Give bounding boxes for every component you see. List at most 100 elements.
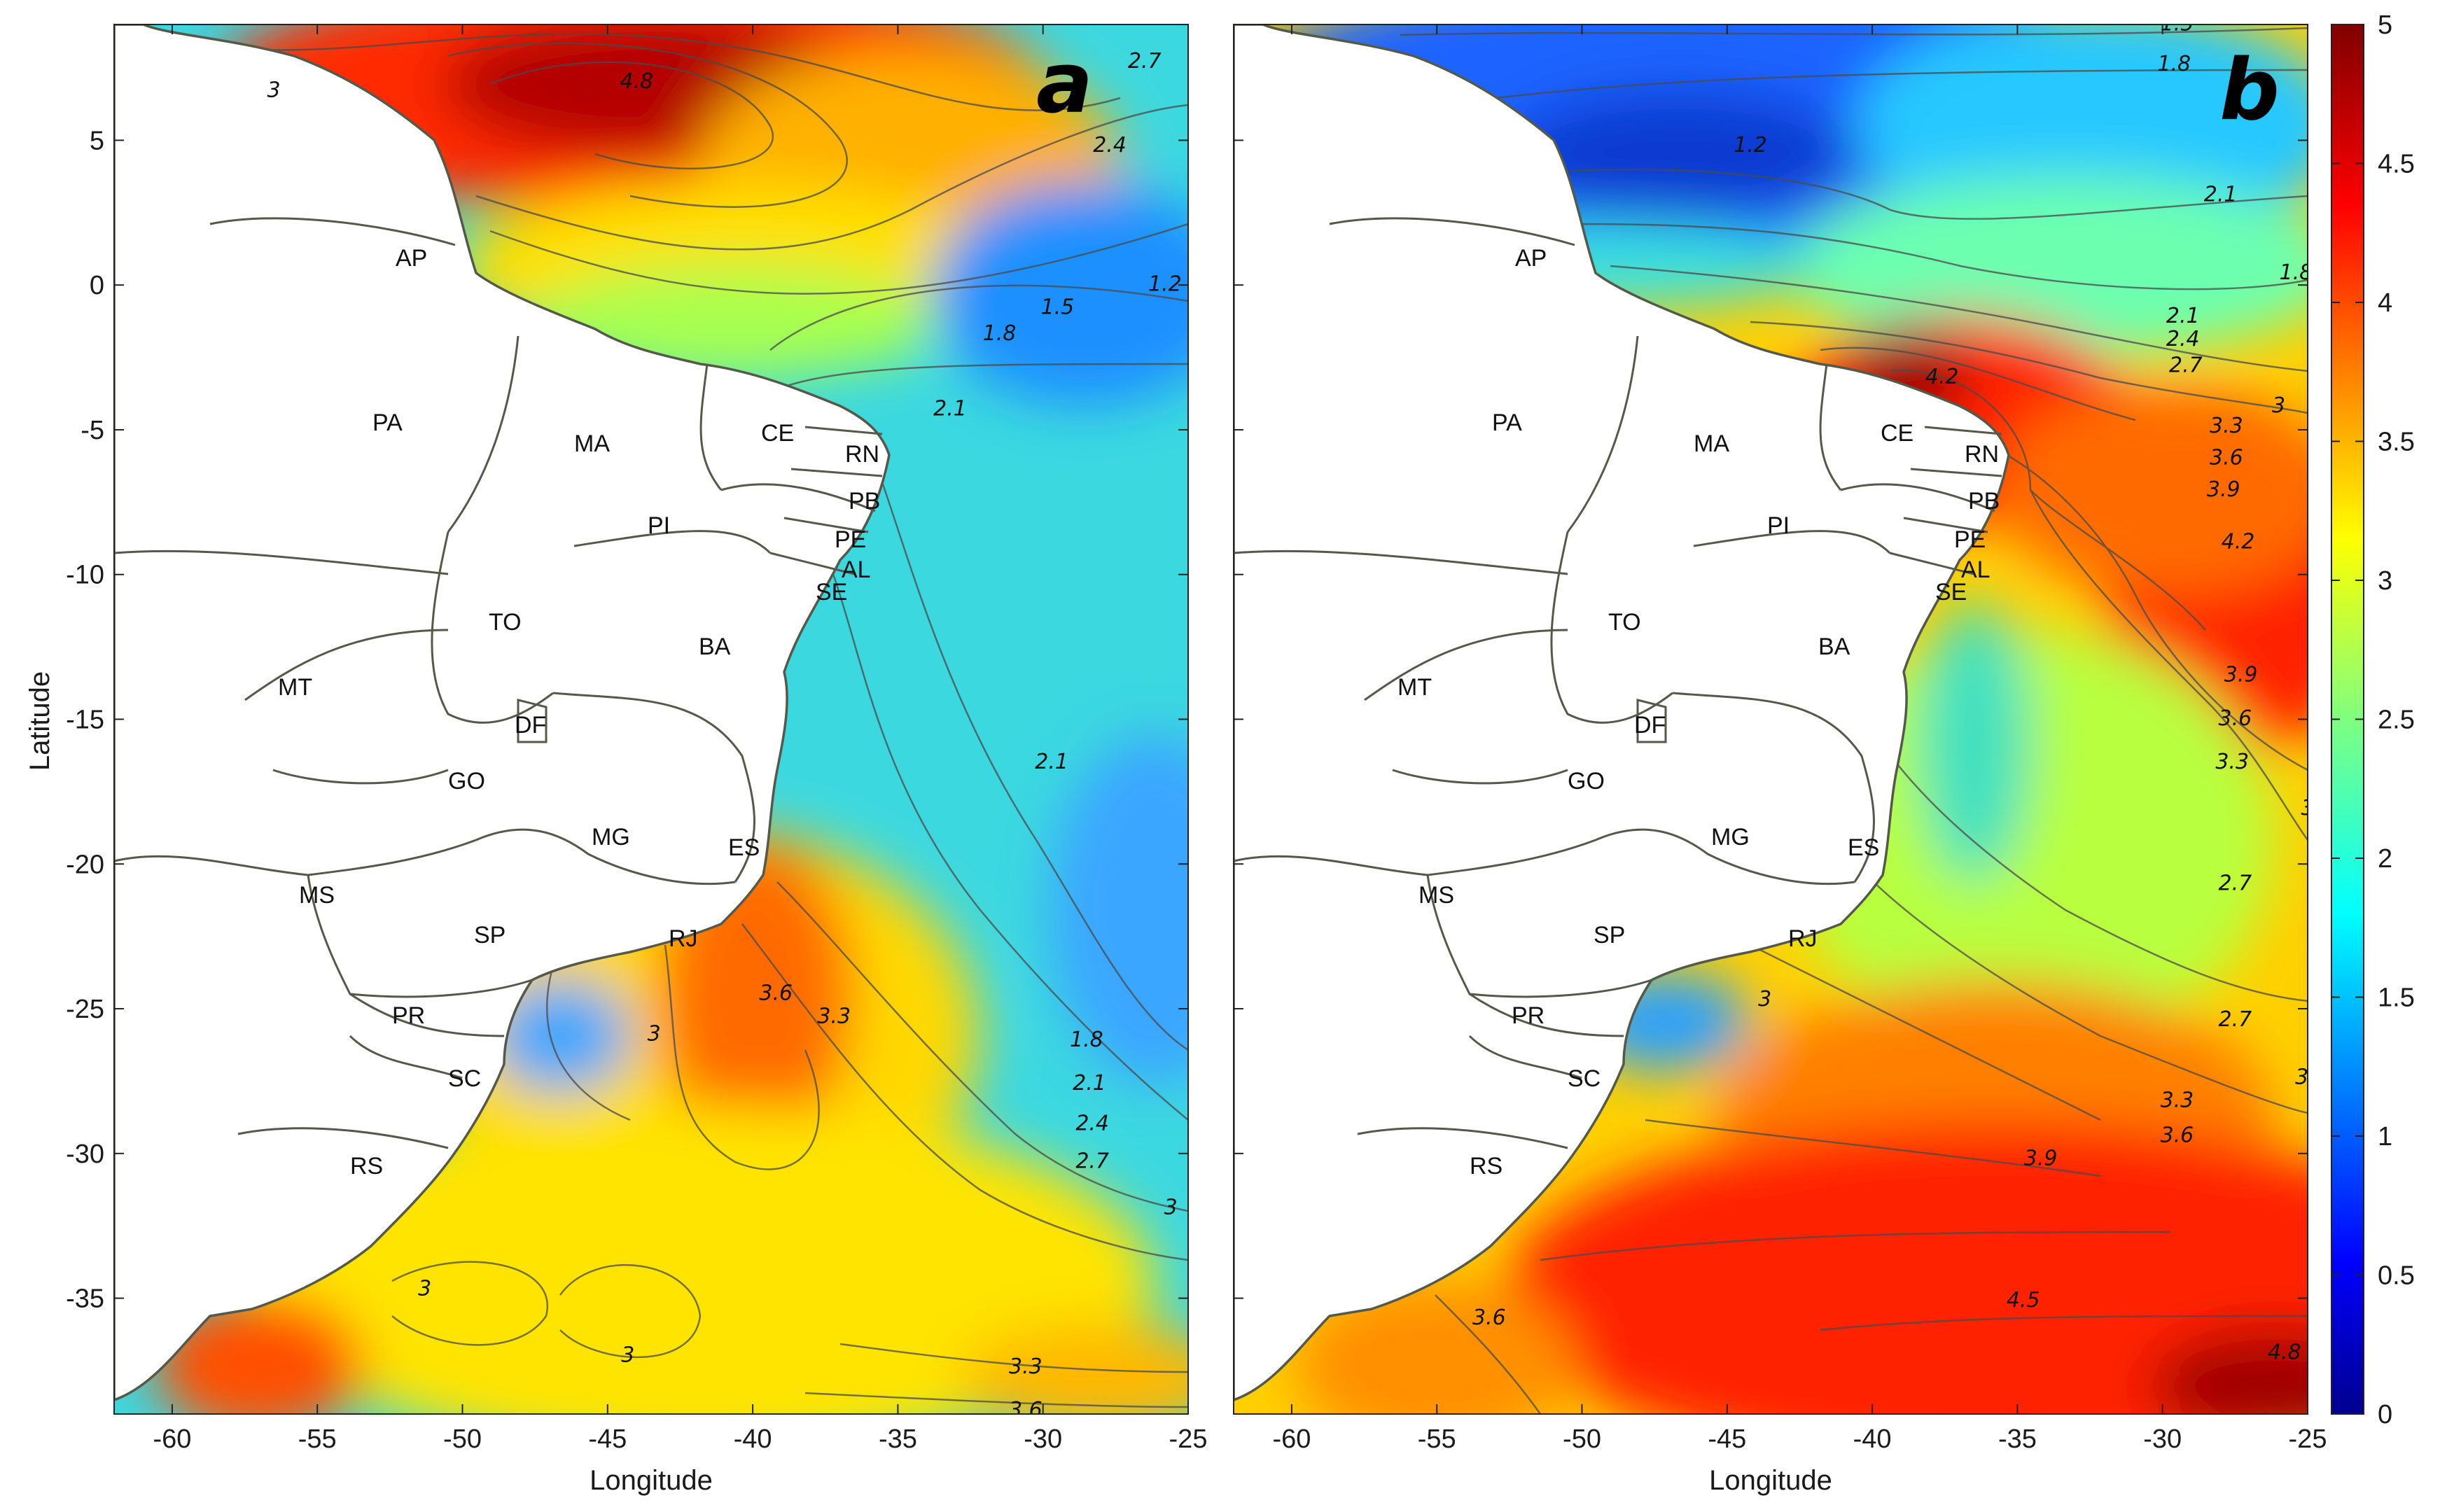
y-tick-label: -35	[66, 1284, 104, 1314]
contour-label: 3.6	[2161, 1123, 2194, 1147]
x-tick-label: -30	[2143, 1424, 2182, 1454]
x-tick-label: -40	[734, 1424, 772, 1454]
state-label: AP	[1515, 245, 1547, 272]
x-tick-label: -60	[1272, 1424, 1311, 1454]
colorbar-tick-label: 0.5	[2378, 1261, 2415, 1291]
x-tick-label: -45	[1708, 1424, 1746, 1454]
contour-label: 3.9	[2024, 1146, 2058, 1170]
state-label: MT	[1397, 674, 1432, 701]
state-label: RJ	[669, 925, 698, 952]
contour-label: 2.1	[1073, 1071, 1106, 1096]
state-label: AL	[842, 556, 871, 583]
panel-a-letter: a	[1036, 35, 1093, 132]
state-label: PR	[392, 1002, 425, 1029]
contour-label: 3.6	[2210, 446, 2243, 470]
panel-a-map: AP PA MA CE RN PB PI PE AL SE TO BA MT D…	[66, 24, 1207, 1496]
contour-label: 3.3	[2161, 1088, 2194, 1113]
contour-label: 2.7	[2218, 871, 2252, 895]
contour-label: 3.6	[1009, 1398, 1043, 1422]
state-label: PI	[648, 512, 670, 539]
state-label: PA	[1492, 410, 1522, 436]
contour-label: 1.8	[983, 321, 1017, 346]
state-label: SP	[1594, 922, 1625, 948]
colorbar: 5 4.5 4 3.5 3 2.5 2 1.5 1 0.5 0	[2331, 10, 2415, 1429]
x-tick-label: -30	[1024, 1424, 1062, 1454]
state-label: ES	[728, 834, 760, 861]
contour-label: 4.8	[620, 69, 653, 94]
state-label: AP	[396, 245, 427, 272]
contour-label: 1.2	[1148, 272, 1182, 296]
state-label: PI	[1767, 512, 1790, 539]
contour-label: 3.6	[759, 981, 793, 1006]
state-label: MA	[574, 430, 610, 457]
state-label: MG	[1711, 824, 1750, 850]
state-label: SE	[816, 579, 847, 606]
contour-label: 2.1	[1035, 750, 1068, 774]
colorbar-tick-label: 2	[2378, 844, 2392, 874]
contour-label: 3	[2295, 1065, 2308, 1090]
panel-a-x-axis-title: Longitude	[590, 1465, 713, 1496]
contour-label: 3.3	[1009, 1354, 1043, 1379]
contour-label: 3.3	[2215, 750, 2249, 774]
contour-label: 1.2	[1734, 133, 1767, 158]
contour-label: 3.6	[2218, 706, 2252, 731]
state-label: ES	[1848, 834, 1879, 861]
colorbar-tick-label: 3.5	[2378, 428, 2415, 457]
contour-label: 3.9	[2224, 663, 2258, 687]
x-tick-label: -55	[298, 1424, 337, 1454]
x-tick-label: -55	[1418, 1424, 1456, 1454]
panel-a-contour-labels: 3 4.8 2.7 2.4 1.2 1.5 1.8 2.1 2.1 3.6 3.3 3 1.8 2.1 2.…	[267, 49, 1182, 1422]
y-axis-title: Latitude	[25, 671, 55, 771]
x-tick-label: -40	[1853, 1424, 1892, 1454]
state-label: PE	[835, 526, 866, 553]
state-label: RJ	[1788, 925, 1818, 952]
contour-label: 4.2	[1925, 365, 1959, 389]
contour-label: 3	[648, 1022, 661, 1046]
state-label: BA	[699, 634, 731, 660]
y-tick-label: -25	[66, 995, 104, 1024]
contour-label: 3	[2301, 796, 2314, 820]
contour-label: 4.5	[2007, 1288, 2040, 1312]
state-label: PE	[1954, 526, 1986, 553]
colorbar-ticks: 5 4.5 4 3.5 3 2.5 2 1.5 1 0.5 0	[2331, 10, 2415, 1429]
y-tick-label: -20	[66, 850, 104, 879]
contour-label: 2.7	[1128, 49, 1162, 74]
panel-a-state-labels: AP PA MA CE RN PB PI PE AL SE TO BA MT D…	[278, 245, 880, 1180]
contour-label: 3	[418, 1276, 431, 1301]
x-tick-label: -35	[879, 1424, 917, 1454]
state-label: AL	[1961, 556, 1991, 583]
contour-label: 2.4	[1075, 1112, 1109, 1136]
state-label: MA	[1694, 430, 1729, 457]
state-label: GO	[1568, 768, 1605, 794]
panel-b-map: AP PA MA CE RN PB PI PE AL SE TO BA MT D…	[1233, 24, 2327, 1496]
state-label: MG	[592, 824, 630, 850]
contour-label: 2.7	[2218, 1007, 2252, 1032]
panel-b-letter: b	[2219, 42, 2280, 139]
y-tick-label: -15	[66, 706, 104, 735]
x-tick-label: -45	[588, 1424, 627, 1454]
y-tick-label: -10	[66, 561, 104, 590]
x-tick-label: -50	[1563, 1424, 1601, 1454]
state-label: RS	[350, 1153, 383, 1180]
contour-label: 2.1	[2204, 182, 2238, 206]
y-tick-label: 0	[90, 271, 104, 300]
state-label: SP	[474, 922, 506, 948]
contour-label: 1.5	[1041, 295, 1075, 320]
state-label: MS	[1418, 882, 1454, 909]
state-label: DF	[1634, 712, 1666, 738]
state-label: PR	[1512, 1002, 1545, 1029]
contour-label: 3	[267, 78, 280, 102]
contour-label: 3	[1758, 987, 1771, 1011]
y-tick-label: -30	[66, 1140, 104, 1169]
panel-b-x-axis: -60 -55 -50 -45 -40 -35 -30 -25	[1234, 24, 2327, 1454]
colorbar-tick-label: 2.5	[2378, 706, 2415, 735]
state-label: MS	[299, 882, 335, 909]
contour-label: 2.4	[1093, 133, 1127, 158]
panel-a-x-axis: -60 -55 -50 -45 -40 -35 -30 -25	[153, 24, 1207, 1454]
panel-a-land	[114, 24, 891, 1401]
state-label: SC	[448, 1065, 481, 1092]
contour-label: 2.1	[933, 396, 967, 421]
panel-b-state-labels: AP PA MA CE RN PB PI PE AL SE TO BA MT D…	[1397, 245, 2000, 1180]
colorbar-tick-label: 4.5	[2378, 150, 2415, 179]
y-tick-label: 5	[90, 126, 104, 155]
